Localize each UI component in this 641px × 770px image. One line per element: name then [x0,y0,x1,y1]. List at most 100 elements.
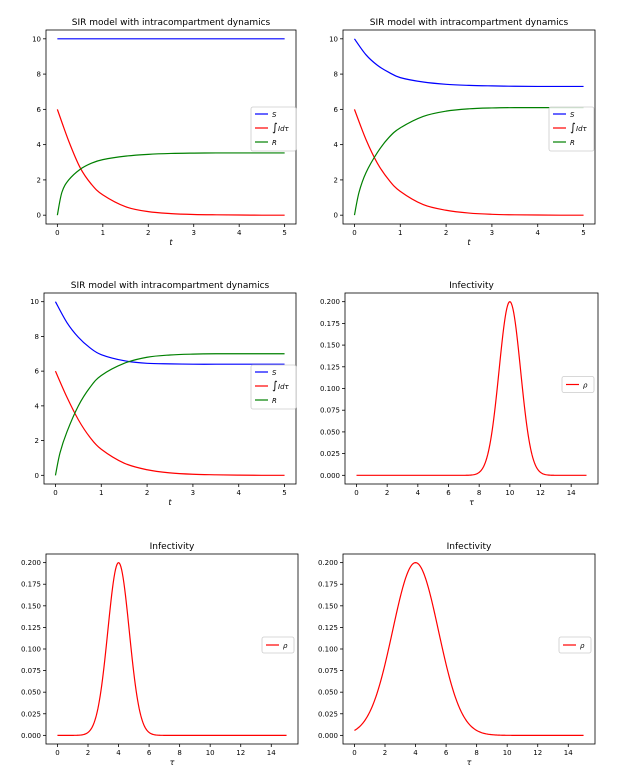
y-tick-label: 0.150 [21,602,41,610]
series-line-1 [56,109,285,216]
y-tick-label: 0.200 [320,298,340,306]
series-line-0 [354,562,584,736]
chart-title: Infectivity [150,542,195,552]
y-tick-label: 2 [334,176,338,184]
x-tick-label: 12 [536,489,545,497]
y-tick-label: 0.050 [320,428,340,436]
axes-frame [45,553,299,745]
x-tick-label: 0 [55,229,59,237]
y-tick-label: 0.100 [21,646,41,654]
y-tick-label: 0.125 [21,624,41,632]
legend-label: R [272,397,277,405]
x-tick-label: 8 [177,749,181,757]
x-tick-label: 10 [503,749,512,757]
legend-label: ∫ [570,121,576,134]
x-tick-label: 4 [535,229,540,237]
x-tick-label: 8 [477,489,481,497]
y-tick-label: 2 [35,437,39,445]
y-tick-label: 0.075 [318,667,338,675]
y-tick-label: 4 [334,141,339,149]
y-tick-label: 0.125 [318,624,338,632]
x-tick-label: 2 [385,489,389,497]
x-tick-label: 2 [145,489,149,497]
y-tick-label: 6 [37,106,42,114]
legend-label: ∫ [272,379,278,392]
x-axis-label: t [168,498,172,507]
chart-title: Infectivity [449,281,494,291]
x-tick-label: 2 [86,749,90,757]
y-tick-label: 0.025 [318,710,338,718]
legend-label: S [570,111,575,119]
x-tick-label: 0 [354,489,358,497]
x-tick-label: 1 [101,229,105,237]
y-tick-label: 0.100 [320,385,340,393]
x-tick-label: 12 [236,749,245,757]
y-tick-label: 0.150 [320,342,340,350]
legend-label: R [570,139,575,147]
x-tick-label: 2 [146,229,150,237]
legend-label: ∫ [272,121,278,134]
series-line-2 [353,106,584,216]
chart-title: SIR model with intracompartment dynamics [71,281,270,291]
axes-frame [344,292,599,485]
x-axis-label: t [467,238,471,247]
x-tick-label: 5 [581,229,585,237]
chart-title: SIR model with intracompartment dynamics [370,18,569,28]
x-tick-label: 5 [282,489,286,497]
legend-box [250,364,297,410]
series-line-1 [353,109,584,216]
legend-box [250,106,297,152]
x-tick-label: 4 [237,229,242,237]
y-tick-label: 0.050 [21,689,41,697]
x-tick-label: 4 [116,749,121,757]
y-tick-label: 0.175 [21,581,41,589]
sir-panel-2: SIR model with intracompartment dynamics… [329,18,596,247]
y-tick-label: 0 [35,472,39,480]
series-line-2 [54,353,285,476]
x-axis-label: τ [170,758,175,767]
y-tick-label: 0.000 [320,472,340,480]
y-tick-label: 0.100 [318,646,338,654]
y-tick-label: 10 [32,35,41,43]
x-tick-label: 14 [567,489,576,497]
y-tick-label: 6 [334,106,339,114]
infectivity-panel-3: Infectivity 0 2 4 6 8 10 12 14 0.000 0.025 0.050 0.0… [318,542,596,767]
y-tick-label: 8 [334,71,338,79]
chart-title: SIR model with intracompartment dynamics [72,18,271,28]
x-tick-label: 14 [564,749,573,757]
y-tick-label: 0.175 [320,320,340,328]
y-tick-label: 0.050 [318,689,338,697]
y-tick-label: 0.025 [320,450,340,458]
series-line-0 [57,561,287,736]
infectivity-panel-2: Infectivity 0 2 4 6 8 10 12 14 0.000 0.025 0.050 0.0… [21,542,299,767]
x-axis-label: τ [469,498,474,507]
x-axis-label: τ [467,758,472,767]
x-tick-label: 8 [474,749,478,757]
legend-label: S [272,369,277,377]
y-tick-label: 0.000 [318,732,338,740]
legend-box [548,106,595,152]
x-tick-label: 5 [282,229,286,237]
y-tick-label: 0 [37,212,41,220]
y-tick-label: 0.125 [320,363,340,371]
y-tick-label: 8 [35,333,39,341]
y-tick-label: 0 [334,212,338,220]
legend-label: Idτ [278,383,290,391]
x-tick-label: 10 [206,749,215,757]
x-tick-label: 4 [416,489,421,497]
y-tick-label: 6 [35,368,40,376]
x-tick-label: 6 [446,489,451,497]
legend-label: ρ [283,642,288,650]
x-tick-label: 2 [444,229,448,237]
series-line-1 [54,370,285,476]
x-tick-label: 14 [267,749,276,757]
x-tick-label: 1 [398,229,402,237]
y-tick-label: 0.075 [320,407,340,415]
legend-label: Idτ [576,125,588,133]
x-tick-label: 6 [147,749,152,757]
x-tick-label: 3 [191,229,195,237]
x-tick-label: 4 [236,489,241,497]
legend-label: R [272,139,277,147]
x-tick-label: 1 [99,489,103,497]
